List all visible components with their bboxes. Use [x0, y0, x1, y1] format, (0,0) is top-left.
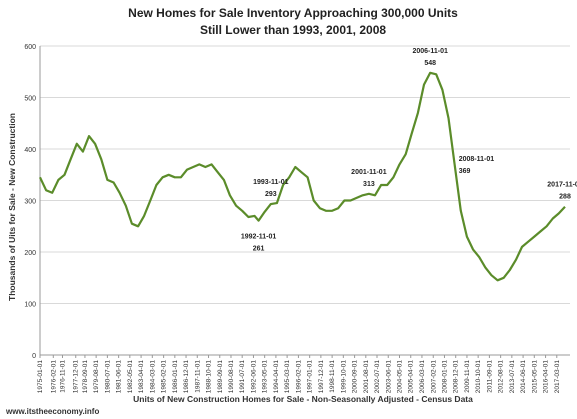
x-tick-label: 1995-03-01 [284, 360, 291, 394]
x-tick-label: 1985-02-01 [161, 360, 168, 394]
annotations: 1992-11-01 261 1993-11-01 293 2001-11-01 313 2… [241, 48, 577, 253]
x-tick-label: 1999-10-01 [340, 360, 347, 394]
annotation-date: 2006-11-01 [412, 48, 448, 55]
x-tick-label: 1976-11-01 [59, 360, 66, 393]
x-tick-label: 2008-12-01 [453, 360, 460, 394]
y-tick-label: 100 [24, 302, 36, 309]
annotation-value: 548 [424, 60, 436, 67]
annotation-value: 288 [559, 194, 571, 201]
x-tick-label: 1986-01-01 [172, 360, 179, 394]
x-tick-label: 2003-06-01 [385, 360, 392, 394]
x-tick-label: 1986-12-01 [183, 360, 190, 394]
annotation-value: 261 [253, 246, 265, 253]
x-tick-label: 1978-09-01 [82, 360, 89, 394]
x-tick-label: 1981-06-01 [116, 360, 123, 394]
x-tick-label: 2012-08-01 [498, 360, 505, 394]
x-tick-label: 2006-03-01 [419, 360, 426, 394]
x-axis-label: Units of New Construction Homes for Sale… [133, 394, 473, 404]
y-axis: 0 100 200 300 400 500 600 [24, 44, 36, 360]
annotation-value: 369 [459, 168, 471, 175]
series-line [39, 71, 566, 282]
x-tick-label: 1990-08-01 [228, 360, 235, 394]
x-tick-label: 1977-12-01 [73, 360, 80, 394]
annotation-date: 2008-11-01 [459, 156, 495, 163]
x-tick-label: 1987-11-01 [194, 360, 201, 393]
x-tick-label: 2013-07-01 [509, 360, 516, 394]
x-tick-label: 2000-09-01 [352, 360, 359, 394]
annotation-date: 1993-11-01 [253, 179, 289, 186]
x-tick-label: 1988-10-01 [206, 360, 213, 394]
x-tick-label: 2011-09-01 [486, 360, 493, 393]
x-tick-label: 1983-04-01 [138, 360, 145, 394]
x-tick-label: 2008-01-01 [441, 360, 448, 394]
watermark: www.itstheeconomy.info [5, 407, 99, 416]
y-tick-label: 0 [32, 353, 36, 360]
x-tick-label: 1980-07-01 [104, 360, 111, 394]
x-tick-label: 1997-01-01 [307, 360, 314, 394]
annotation-date: 1992-11-01 [241, 234, 277, 241]
x-tick-label: 1994-04-01 [273, 360, 280, 394]
x-tick-label: 2007-02-01 [430, 360, 437, 394]
x-tick-label: 2009-11-01 [464, 360, 471, 393]
y-tick-label: 500 [24, 96, 36, 103]
annotation-date: 2001-11-01 [351, 169, 387, 176]
x-tick-label: 2004-05-01 [396, 360, 403, 394]
x-tick-label: 1982-05-01 [127, 360, 134, 394]
x-tick-label: 1998-11-01 [329, 360, 336, 393]
x-tick-label: 1984-03-01 [149, 360, 156, 394]
x-tick-label: 1975-01-01 [37, 360, 44, 394]
y-tick-label: 600 [24, 44, 36, 51]
series [39, 71, 566, 282]
x-tick-label: 2015-05-01 [531, 360, 538, 394]
annotation-date: 2017-11-01 [547, 182, 577, 189]
x-axis: 1975-01-01 1976-02-01 1976-11-01 1977-12-01… [37, 355, 561, 393]
x-tick-label: 2014-06-01 [520, 360, 527, 394]
annotation-value: 293 [265, 191, 277, 198]
y-tick-label: 200 [24, 250, 36, 257]
x-tick-label: 1992-06-01 [250, 360, 257, 394]
grid [39, 45, 570, 356]
x-tick-label: 1997-12-01 [318, 360, 325, 394]
y-tick-label: 300 [24, 199, 36, 206]
x-tick-label: 1996-02-01 [295, 360, 302, 394]
x-tick-label: 2001-08-01 [363, 360, 370, 394]
y-tick-label: 400 [24, 147, 36, 154]
x-tick-label: 2002-07-01 [374, 360, 381, 394]
x-tick-label: 1993-05-01 [262, 360, 269, 394]
annotation-value: 313 [363, 181, 375, 188]
x-tick-label: 1976-02-01 [50, 360, 57, 394]
x-tick-label: 2016-04-01 [543, 360, 550, 394]
chart-title: New Homes for Sale Inventory Approaching… [128, 6, 458, 20]
chart-subtitle: Still Lower than 1993, 2001, 2008 [200, 23, 386, 37]
x-tick-label: 1991-07-01 [239, 360, 246, 394]
x-tick-label: 1979-08-01 [93, 360, 100, 394]
x-tick-label: 1989-09-01 [217, 360, 224, 394]
x-tick-label: 2017-03-01 [554, 360, 561, 394]
y-axis-label: Thousands of Uits for Sale - New Constru… [7, 113, 17, 301]
x-tick-label: 2005-04-01 [408, 360, 415, 394]
x-tick-label: 2010-10-01 [475, 360, 482, 394]
